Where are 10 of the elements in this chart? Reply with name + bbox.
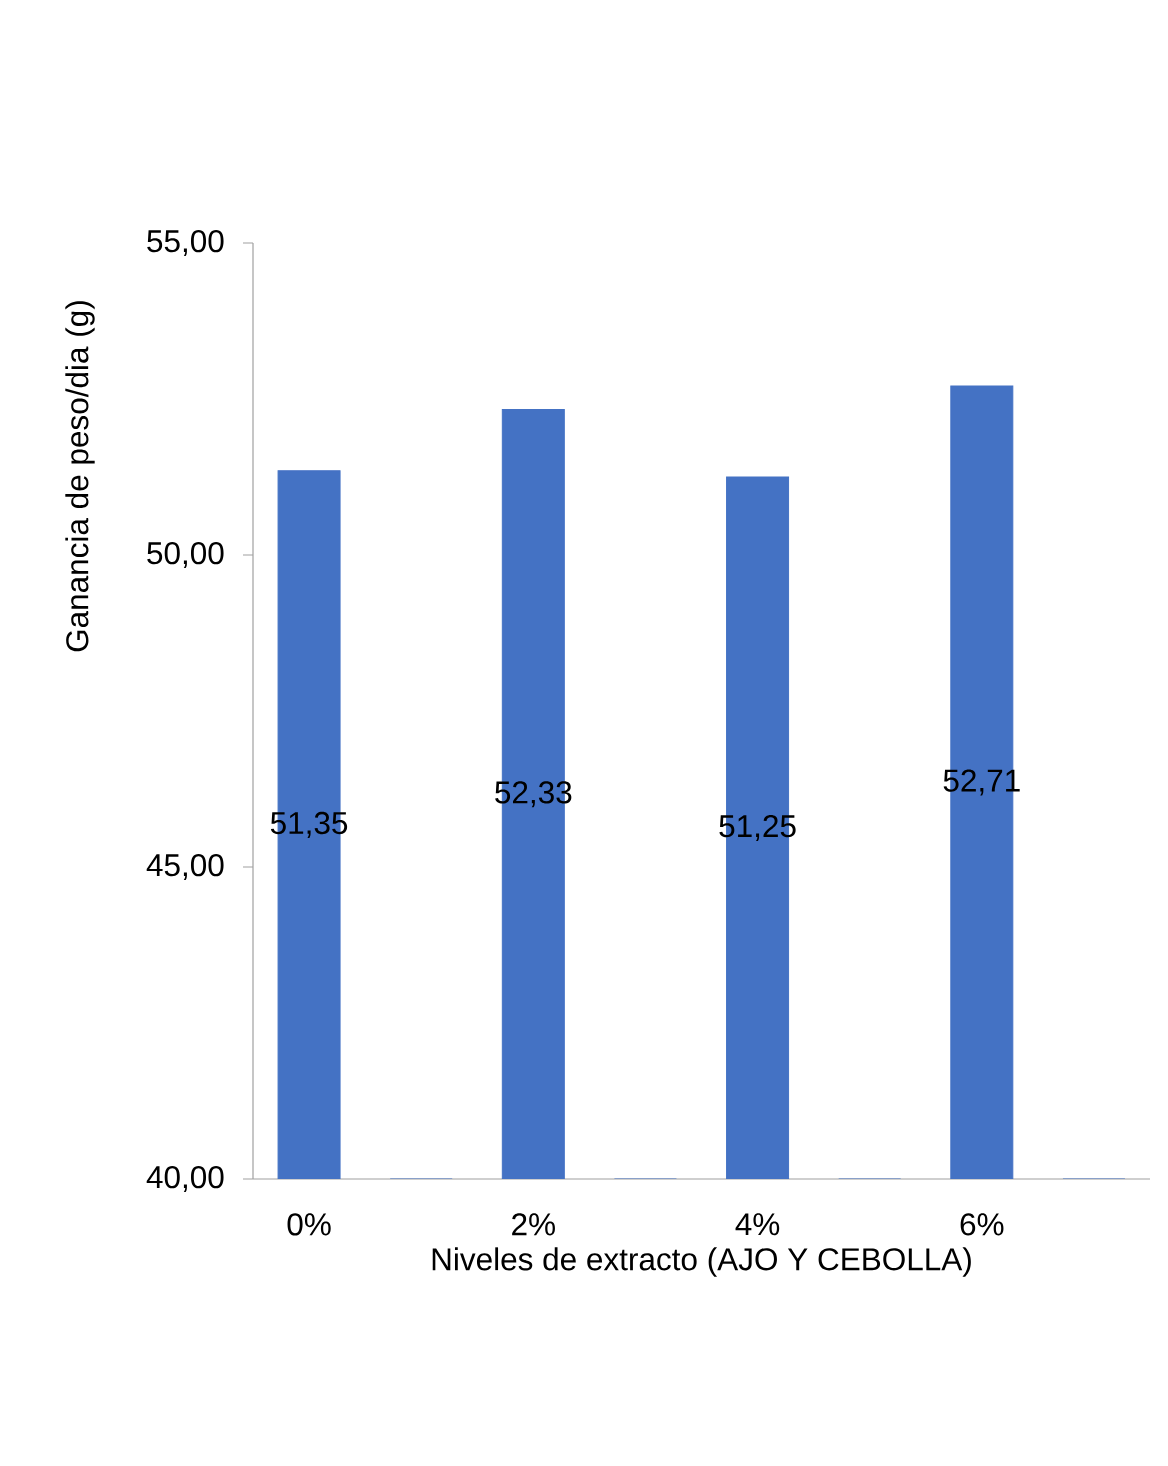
y-tick-label: 45,00 bbox=[146, 853, 224, 881]
x-tick-label: 0% bbox=[287, 1213, 331, 1236]
x-axis-title: Niveles de extracto (AJO Y CEBOLLA) bbox=[432, 1247, 971, 1277]
x-tick-label: 6% bbox=[960, 1213, 1004, 1236]
y-tick-label: 55,00 bbox=[147, 229, 224, 256]
y-tick-label: 50,00 bbox=[147, 541, 224, 568]
y-tick-label: 40,00 bbox=[146, 1165, 224, 1193]
y-axis-title: Ganancia de peso/dia (g) bbox=[65, 301, 95, 652]
x-tick-label: 4% bbox=[735, 1213, 780, 1236]
x-tick-label: 2% bbox=[512, 1213, 555, 1236]
